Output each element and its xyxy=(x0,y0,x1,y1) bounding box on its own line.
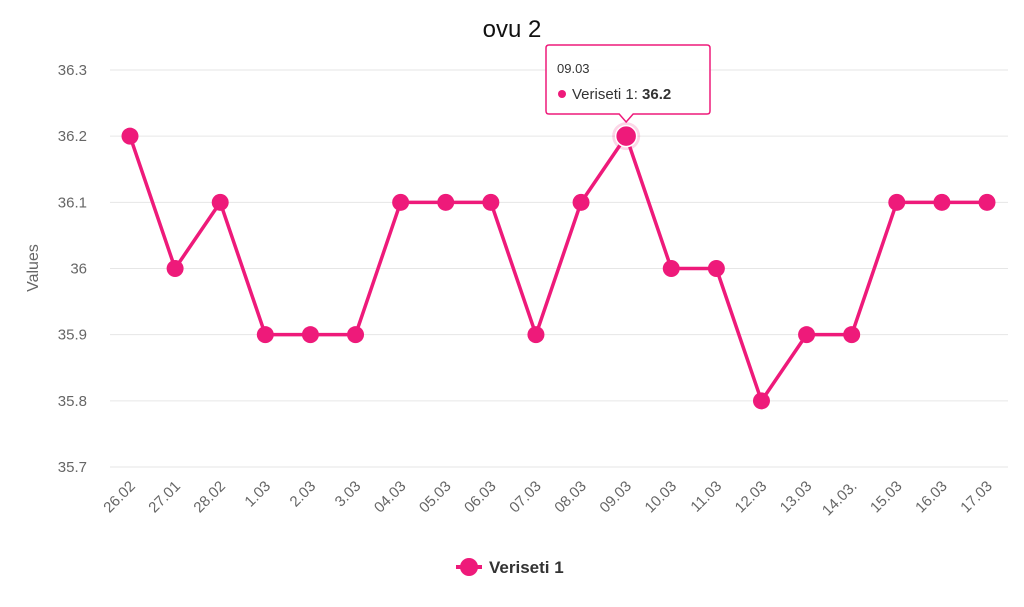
x-tick-label: 15.03 xyxy=(867,478,906,517)
y-tick-label: 35.8 xyxy=(58,393,87,410)
tooltip-series-dot xyxy=(558,90,566,98)
x-tick-label: 10.03 xyxy=(642,478,681,517)
data-point[interactable] xyxy=(933,193,951,211)
legend-label: Veriseti 1 xyxy=(489,558,564,577)
data-point[interactable] xyxy=(752,392,770,410)
x-tick-label: 14.03. xyxy=(819,478,861,520)
y-tick-label: 36.1 xyxy=(58,194,87,211)
x-tick-label: 08.03 xyxy=(551,478,590,517)
data-points xyxy=(121,122,996,410)
x-tick-label: 07.03 xyxy=(506,478,545,517)
y-tick-label: 36 xyxy=(70,261,87,278)
tooltip-series-label: Veriseti 1: xyxy=(572,86,642,103)
x-tick-label: 1.03 xyxy=(241,478,274,511)
data-point[interactable] xyxy=(614,124,638,148)
y-tick-label: 36.3 xyxy=(58,62,87,79)
tooltip-category: 09.03 xyxy=(557,61,590,76)
x-tick-label: 12.03 xyxy=(732,478,771,517)
x-tick-label: 27.01 xyxy=(145,478,184,517)
data-point[interactable] xyxy=(437,193,455,211)
data-point[interactable] xyxy=(662,260,680,277)
data-point[interactable] xyxy=(707,260,725,277)
data-point[interactable] xyxy=(347,326,365,344)
data-point[interactable] xyxy=(211,193,229,211)
y-axis-title: Values xyxy=(25,244,42,292)
tooltip-box xyxy=(545,44,711,124)
data-point[interactable] xyxy=(527,326,545,344)
legend-item[interactable]: Veriseti 1 xyxy=(456,558,564,577)
x-tick-label: 13.03 xyxy=(777,478,816,517)
y-tick-label: 35.7 xyxy=(58,459,87,476)
x-tick-label: 2.03 xyxy=(287,478,320,511)
data-point[interactable] xyxy=(301,326,319,344)
data-point[interactable] xyxy=(888,193,906,211)
tooltip-series-line: Veriseti 1: 36.2 xyxy=(572,86,671,103)
data-point[interactable] xyxy=(978,193,996,211)
data-point[interactable] xyxy=(572,193,590,211)
data-point[interactable] xyxy=(166,260,184,277)
x-tick-label: 09.03 xyxy=(596,478,635,517)
data-point[interactable] xyxy=(256,326,274,344)
y-axis-ticks: 36.3 36.2 36.1 36 35.9 35.8 35.7 xyxy=(58,62,87,476)
data-point[interactable] xyxy=(121,127,139,145)
y-tick-label: 35.9 xyxy=(58,327,87,344)
x-tick-label: 11.03 xyxy=(687,478,725,516)
tooltip: 09.03 Veriseti 1: 36.2 xyxy=(545,44,711,124)
data-point[interactable] xyxy=(798,326,816,344)
data-point[interactable] xyxy=(843,326,861,344)
x-axis-ticks: 26.02 27.01 28.02 1.03 2.03 3.03 04.03 05.03 06.… xyxy=(100,478,996,520)
tooltip-value: 36.2 xyxy=(642,86,671,103)
data-point[interactable] xyxy=(392,193,410,211)
legend-marker xyxy=(460,558,478,576)
x-tick-label: 28.02 xyxy=(190,478,229,517)
y-tick-label: 36.2 xyxy=(58,128,87,145)
x-tick-label: 04.03 xyxy=(371,478,410,517)
x-tick-label: 05.03 xyxy=(416,478,455,517)
x-tick-label: 26.02 xyxy=(100,478,139,517)
data-point[interactable] xyxy=(482,193,500,211)
x-tick-label: 06.03 xyxy=(461,478,500,517)
x-tick-label: 17.03 xyxy=(957,478,996,517)
x-tick-label: 16.03 xyxy=(912,478,951,517)
x-tick-label: 3.03 xyxy=(332,478,365,511)
chart-title: ovu 2 xyxy=(483,16,542,43)
